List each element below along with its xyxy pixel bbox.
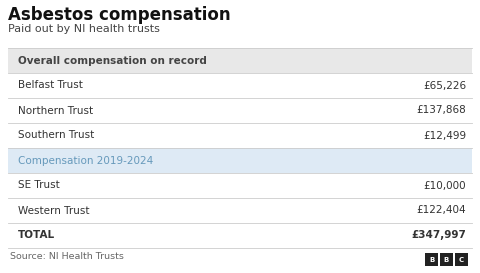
Text: Northern Trust: Northern Trust <box>18 105 93 115</box>
Bar <box>425 253 438 266</box>
Bar <box>440 253 453 266</box>
Bar <box>8 198 472 223</box>
Text: SE Trust: SE Trust <box>18 180 60 191</box>
Bar <box>8 123 472 148</box>
Text: Belfast Trust: Belfast Trust <box>18 81 83 91</box>
Bar <box>8 73 472 98</box>
Text: £10,000: £10,000 <box>423 180 466 191</box>
Text: £65,226: £65,226 <box>423 81 466 91</box>
Text: Paid out by NI health trusts: Paid out by NI health trusts <box>8 24 160 34</box>
Text: B: B <box>429 257 434 263</box>
Text: Southern Trust: Southern Trust <box>18 130 94 141</box>
Text: Source: NI Health Trusts: Source: NI Health Trusts <box>10 252 124 261</box>
Text: Compensation 2019-2024: Compensation 2019-2024 <box>18 156 153 165</box>
Bar <box>8 173 472 198</box>
Text: B: B <box>444 257 449 263</box>
Text: TOTAL: TOTAL <box>18 230 55 241</box>
Text: Asbestos compensation: Asbestos compensation <box>8 6 230 24</box>
Text: Western Trust: Western Trust <box>18 206 89 215</box>
Bar <box>8 48 472 73</box>
Text: £12,499: £12,499 <box>423 130 466 141</box>
Bar <box>455 253 468 266</box>
Bar <box>8 148 472 173</box>
Text: £347,997: £347,997 <box>411 230 466 241</box>
Text: C: C <box>459 257 464 263</box>
Text: Overall compensation on record: Overall compensation on record <box>18 55 207 66</box>
Bar <box>8 223 472 248</box>
Text: £122,404: £122,404 <box>416 206 466 215</box>
Text: £137,868: £137,868 <box>416 105 466 115</box>
Bar <box>8 98 472 123</box>
